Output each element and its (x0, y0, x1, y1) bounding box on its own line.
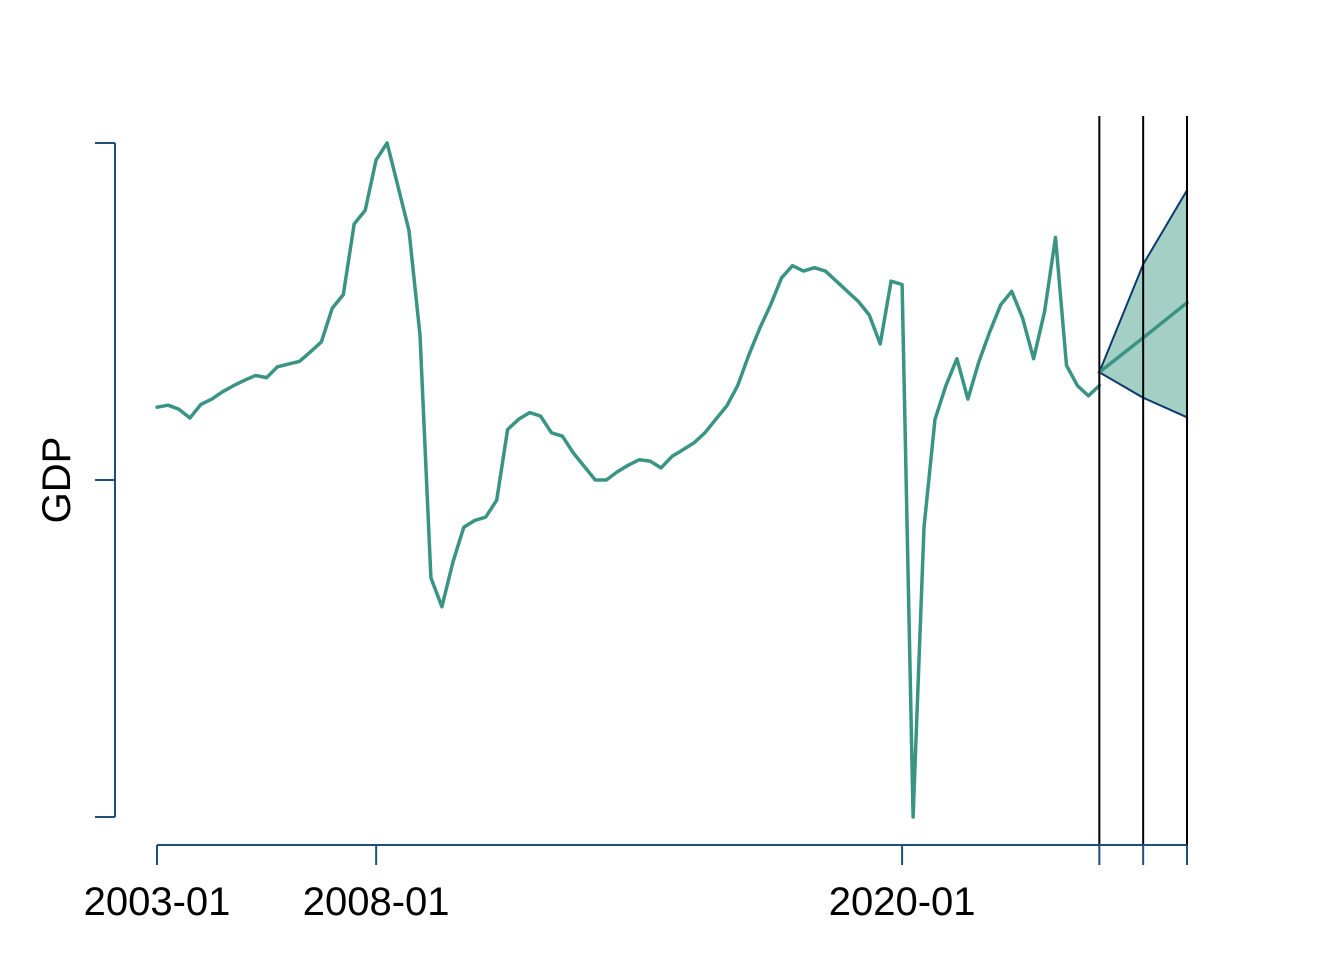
gdp-series-line (155, 141, 1102, 819)
x-tick-label: 2020-01 (829, 880, 976, 924)
y-axis-title: GDP (35, 437, 79, 524)
forecast-marker-lines (1098, 116, 1188, 845)
y-axis (95, 142, 116, 818)
plot-area (155, 116, 1189, 845)
series-layer (155, 141, 1189, 819)
x-tick-label: 2003-01 (84, 880, 231, 924)
x-axis: 2003-01 2008-01 2020-01 (84, 844, 1188, 924)
x-tick-label: 2008-01 (303, 880, 450, 924)
